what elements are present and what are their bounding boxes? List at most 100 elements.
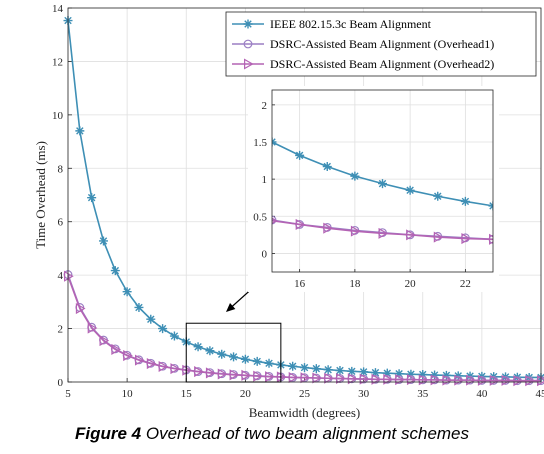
series-1-marker	[122, 287, 132, 297]
series-1-marker	[370, 368, 380, 378]
inset-series-3-marker	[350, 225, 361, 237]
legend-marker	[244, 58, 254, 70]
inset-plot: 16 18 20 22 0 0.5 1 1.5 2	[248, 86, 499, 292]
y-tick-label: 0	[58, 377, 64, 389]
inset-series-1-marker	[433, 191, 443, 201]
inset-series-3-marker	[378, 227, 389, 239]
inset-x-tick-label: 16	[294, 278, 306, 290]
series-1-marker	[98, 236, 108, 246]
legend-item-1: IEEE 802.15.3c Beam Alignment	[232, 17, 432, 31]
y-axis-label: Time Overhead (ms)	[33, 141, 48, 249]
inset-series-3-line	[272, 219, 493, 241]
y-tick-label: 10	[52, 110, 64, 122]
legend-box	[225, 11, 537, 77]
series-1-marker	[205, 346, 215, 356]
series-3-marker	[501, 374, 512, 386]
series-3-marker	[194, 366, 204, 378]
series-1-marker	[394, 369, 404, 379]
y-tick-label: 4	[58, 270, 64, 282]
x-axis-label: Beamwidth (degrees)	[249, 405, 361, 420]
inset-x-tick-label: 20	[405, 278, 417, 290]
x-tick-label: 10	[122, 388, 134, 400]
series-1-marker	[146, 314, 156, 324]
y-tick-label: 12	[52, 56, 63, 68]
inset-y-tick-label: 2	[262, 100, 268, 112]
series-3-marker	[111, 343, 122, 355]
series-3-marker	[324, 372, 334, 384]
series-3-marker	[99, 335, 110, 347]
x-tick-label: 40	[476, 388, 488, 400]
inset-series-3-marker	[489, 233, 493, 245]
series-3-marker	[134, 354, 145, 366]
series-3-marker	[276, 371, 287, 383]
series-1-marker	[347, 366, 357, 376]
x-tick-label: 45	[536, 388, 544, 400]
figure-caption-text: Overhead of two beam alignment schemes	[145, 424, 470, 443]
inset-series-3-marker	[461, 233, 472, 245]
x-tick-label: 20	[240, 388, 252, 400]
series-3-marker	[300, 372, 311, 384]
zoom-arrowhead	[226, 303, 236, 312]
legend-label: DSRC-Assisted Beam Alignment (Overhead1)	[270, 37, 494, 51]
legend: IEEE 802.15.3c Beam Alignment DSRC-Assist…	[225, 11, 537, 77]
zoom-region-box	[185, 322, 282, 383]
inset-series-3-marker	[406, 229, 416, 241]
series-3-marker	[513, 375, 524, 387]
series-1-marker	[441, 370, 451, 380]
series-3-marker	[64, 270, 74, 282]
x-tick-label: 25	[299, 388, 311, 400]
legend-label: IEEE 802.15.3c Beam Alignment	[270, 17, 432, 31]
series-3-marker	[288, 371, 299, 383]
series-3-marker	[265, 371, 275, 383]
x-tick-label: 15	[181, 388, 193, 400]
series-1-marker	[240, 354, 250, 364]
x-tick-label: 35	[417, 388, 429, 400]
legend-item-2: DSRC-Assisted Beam Alignment (Overhead1)	[232, 37, 494, 51]
series-3-marker	[312, 372, 323, 384]
series-3-marker	[359, 373, 370, 385]
series-1-marker	[311, 364, 321, 374]
series-1-marker	[406, 369, 416, 379]
series-3-marker	[229, 369, 240, 381]
inset-y-tick-label: 1.5	[253, 137, 267, 149]
series-1-marker	[169, 331, 179, 341]
inset-y-tick-label: 0	[262, 248, 268, 260]
inset-series-1-marker	[378, 179, 387, 189]
series-3-marker	[217, 368, 228, 380]
inset-x-tick-label: 18	[349, 278, 361, 290]
inset-series-1-marker	[405, 185, 415, 195]
figure-caption: Figure 4 Overhead of two beam alignment …	[0, 424, 544, 444]
series-1-marker	[134, 302, 144, 312]
series-1-marker	[323, 365, 333, 375]
legend-label: DSRC-Assisted Beam Alignment (Overhead2)	[270, 57, 494, 71]
main-plot-frame	[67, 7, 542, 383]
series-1-marker	[300, 363, 309, 373]
series-1-marker	[75, 126, 85, 136]
inset-x-tick-label: 22	[460, 278, 471, 290]
series-3-marker	[371, 373, 382, 385]
inset-series-1-marker	[350, 171, 360, 181]
series-3-marker	[87, 322, 98, 334]
series-1-marker	[158, 324, 168, 334]
inset-y-tick-label: 1	[262, 174, 268, 186]
inset-frame	[271, 89, 494, 273]
inset-series-3	[272, 217, 493, 245]
inset-tick-labels: 16 18 20 22 0 0.5 1 1.5 2	[253, 100, 471, 290]
inset-series-layer	[272, 137, 493, 245]
inset-y-tick-label: 0.5	[253, 211, 267, 223]
y-tick-label: 14	[52, 3, 64, 15]
x-tick-label: 30	[358, 388, 370, 400]
legend-marker	[243, 19, 253, 29]
series-3-marker	[241, 369, 252, 381]
series-3-marker	[477, 374, 488, 386]
inset-series-1-marker	[295, 150, 305, 160]
series-1-marker	[252, 356, 262, 366]
series-3-marker	[158, 360, 169, 373]
series-1-marker	[288, 361, 298, 371]
series-3-marker	[347, 373, 358, 385]
series-1-marker	[264, 358, 274, 368]
series-1-marker	[382, 368, 392, 378]
series-3-marker	[537, 375, 544, 387]
